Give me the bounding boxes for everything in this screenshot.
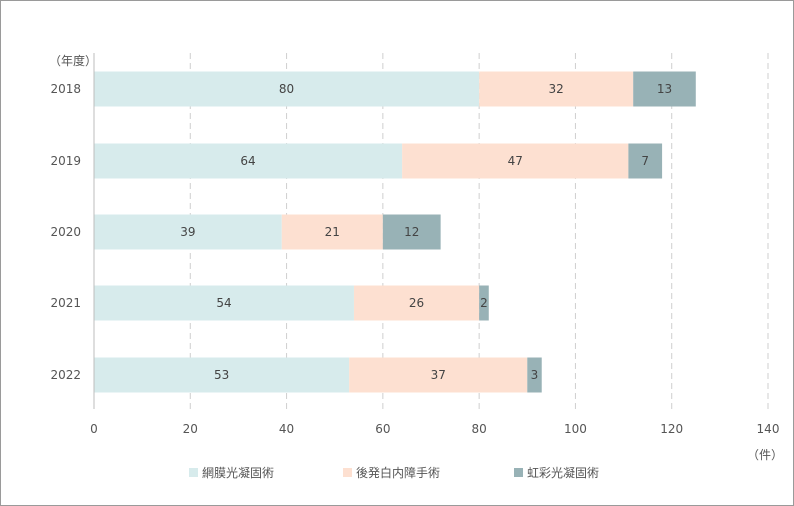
bar-value-label: 53 xyxy=(214,368,229,382)
bar-segment xyxy=(281,214,383,250)
bar-value-label: 3 xyxy=(531,368,539,382)
bar-value-label: 13 xyxy=(657,82,672,96)
bar-segment xyxy=(94,143,403,179)
bar-segment xyxy=(628,143,663,179)
x-tick-label: 20 xyxy=(183,422,198,436)
x-tick-label: 120 xyxy=(660,422,683,436)
bar-segment xyxy=(349,357,528,393)
bar-segment xyxy=(382,214,441,250)
bar-segment xyxy=(402,143,629,179)
category-label: 2020 xyxy=(50,225,81,239)
bars: 2018 80 32 13 2019 64 47 7 2020 39 21 12 2021 54 26 2 20… xyxy=(50,71,696,393)
legend-swatch xyxy=(343,468,352,477)
x-tick-label: 0 xyxy=(90,422,98,436)
bar-segment xyxy=(527,357,542,393)
bar-segment xyxy=(94,71,480,107)
x-tick-label: 80 xyxy=(472,422,487,436)
bar-value-label: 26 xyxy=(409,296,424,310)
category-label: 2021 xyxy=(50,296,81,310)
x-axis-unit-label: （件） xyxy=(747,448,783,462)
bar-value-label: 39 xyxy=(180,225,195,239)
category-label: 2022 xyxy=(50,368,81,382)
x-tick-label: 100 xyxy=(564,422,587,436)
axis: 0 20 40 60 80 100 120 140 xyxy=(90,53,779,436)
bar-value-label: 7 xyxy=(641,154,649,168)
bar-segment xyxy=(479,285,489,321)
bar-value-label: 54 xyxy=(216,296,231,310)
bar-segment xyxy=(94,285,354,321)
legend: 網膜光凝固術 後発白内障手術 虹彩光凝固術 xyxy=(189,465,599,480)
bar-value-label: 32 xyxy=(549,82,564,96)
bar-value-label: 37 xyxy=(431,368,446,382)
legend-swatch xyxy=(514,468,523,477)
legend-swatch xyxy=(189,468,198,477)
y-axis-unit-label: （年度） xyxy=(49,53,97,68)
bar-value-label: 2 xyxy=(480,296,488,310)
bar-value-label: 21 xyxy=(325,225,340,239)
bar-value-label: 47 xyxy=(508,154,523,168)
bar-segment xyxy=(633,71,696,107)
bar-value-label: 64 xyxy=(240,154,255,168)
bar-segment xyxy=(94,214,282,250)
legend-label: 後発白内障手術 xyxy=(356,465,440,480)
bar-segment xyxy=(94,357,350,393)
x-tick-label: 60 xyxy=(375,422,390,436)
x-tick-label: 140 xyxy=(757,422,780,436)
bar-value-label: 12 xyxy=(404,225,419,239)
bar-value-label: 80 xyxy=(279,82,294,96)
legend-label: 虹彩光凝固術 xyxy=(527,465,599,480)
bar-segment xyxy=(353,285,480,321)
bar-segment xyxy=(479,71,634,107)
category-label: 2019 xyxy=(50,154,81,168)
category-label: 2018 xyxy=(50,82,81,96)
legend-label: 網膜光凝固術 xyxy=(202,465,274,480)
x-tick-label: 40 xyxy=(279,422,294,436)
